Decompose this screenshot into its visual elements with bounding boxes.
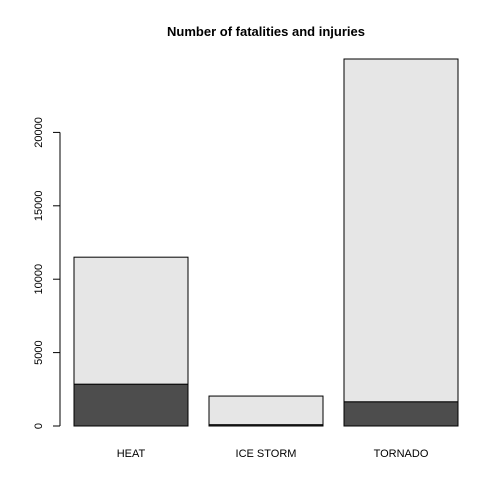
x-tick-label-tornado: TORNADO [374,448,429,460]
bar-tornado-segment-2 [343,58,459,403]
y-tick-label: 20000 [33,117,45,148]
chart-title: Number of fatalities and injuries [167,24,365,39]
bar-tornado-segment-1 [343,401,459,427]
bar-heat-segment-2 [73,256,189,385]
x-tick-label-ice-storm: ICE STORM [236,448,297,460]
bars-layer [73,58,459,427]
bar-ice-storm-segment-2 [208,395,324,426]
y-tick-label: 5000 [33,340,45,364]
bar-heat-segment-1 [73,383,189,427]
y-axis: 0 5000 10000 15000 20000 [33,117,61,429]
y-tick-label: 15000 [33,191,45,222]
x-tick-label-heat: HEAT [117,448,146,460]
y-tick-label: 0 [33,423,45,429]
x-axis-labels: HEAT ICE STORM TORNADO [117,448,429,460]
y-tick-label: 10000 [33,264,45,295]
